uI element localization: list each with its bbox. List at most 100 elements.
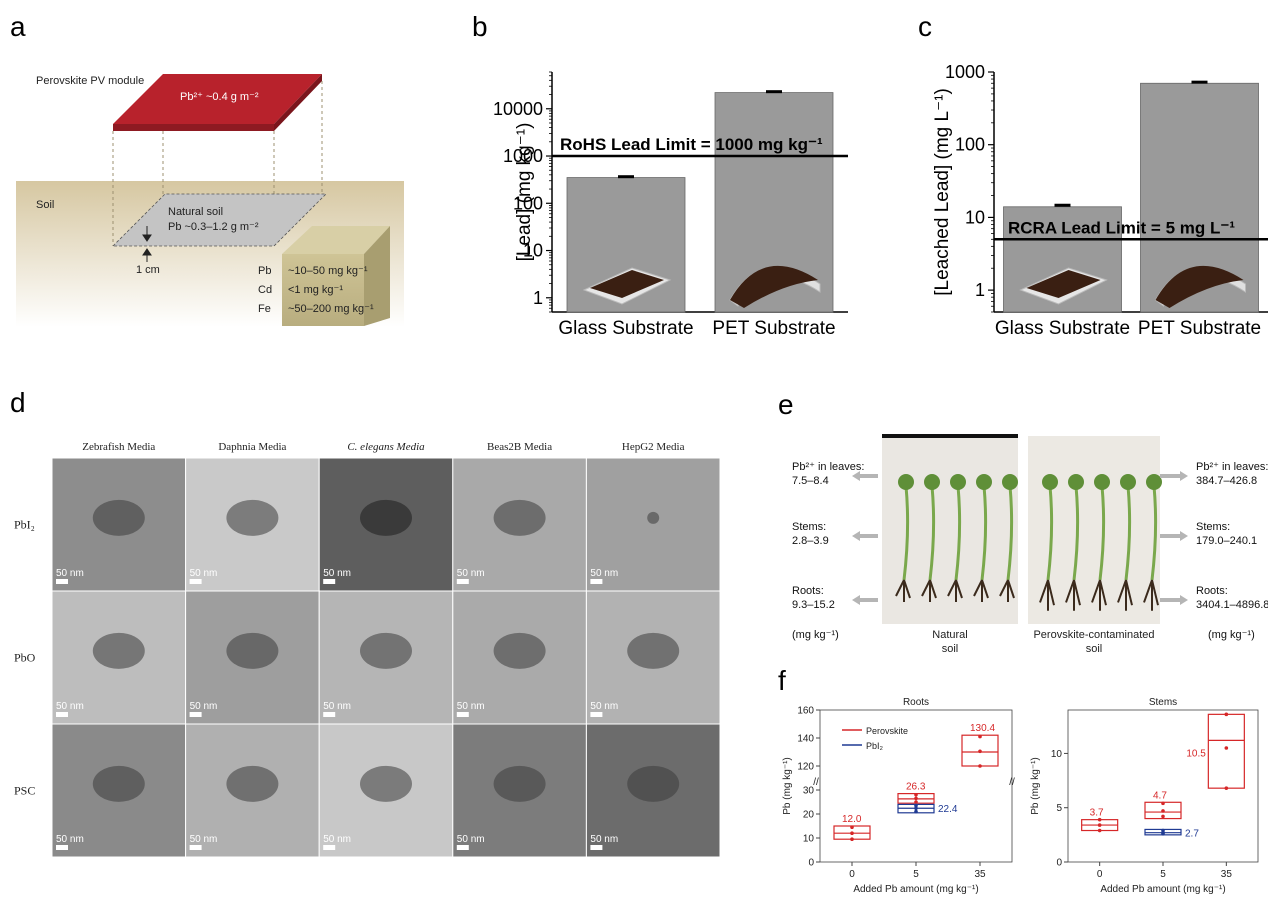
box-value-label: 26.3 bbox=[906, 782, 926, 793]
scale-bar-label: 50 nm bbox=[590, 568, 618, 579]
data-point bbox=[1097, 817, 1102, 822]
data-point bbox=[1161, 809, 1165, 813]
scale-bar bbox=[189, 845, 202, 850]
y-tick-label: 100 bbox=[513, 193, 543, 213]
tem-particle bbox=[92, 765, 145, 802]
box-value-label: 22.4 bbox=[938, 804, 958, 815]
x-tick-label: 5 bbox=[1160, 869, 1166, 880]
plant-roots bbox=[895, 579, 911, 602]
tem-particle bbox=[92, 632, 145, 669]
plant-leaf bbox=[976, 474, 992, 490]
box-value-label: 3.7 bbox=[1090, 808, 1104, 819]
panel-a-schematic: Perovskite PV module Pb²⁺ ~0.4 g m⁻² Soi… bbox=[16, 74, 404, 327]
data-point bbox=[1224, 712, 1229, 717]
photo-natural-top-bar bbox=[882, 434, 1018, 438]
plant-stem bbox=[1046, 485, 1054, 581]
photo-natural-soil bbox=[882, 436, 1018, 624]
scale-bar-label: 50 nm bbox=[590, 701, 618, 712]
chart-c-leached-lead: 1 10 100 1000 [Leached Lead] (mg L⁻¹) Glass S… bbox=[932, 62, 1268, 339]
box-value-label: 12.0 bbox=[842, 814, 862, 825]
y-tick-label: 10000 bbox=[493, 99, 543, 119]
soil-box-side bbox=[364, 226, 390, 326]
arrow-right-icon bbox=[1160, 595, 1188, 605]
y-tick-label: 160 bbox=[797, 706, 814, 717]
scale-bar-label: 50 nm bbox=[457, 701, 485, 712]
natural-soil-value: Pb ~0.3–1.2 g m⁻² bbox=[168, 221, 259, 233]
scale-bar bbox=[323, 579, 336, 584]
arrow-left-icon bbox=[852, 471, 878, 481]
scale-bar-label: 50 nm bbox=[323, 701, 351, 712]
right-concentration-value: 384.7–426.8 bbox=[1196, 475, 1257, 487]
chart-b-lead-content: 1 10 100 1000 10000 [Lead] (mg kg⁻¹) Glass Sub… bbox=[493, 71, 848, 339]
panel-d-tem-grid: Zebrafish Media Daphnia Media C. elegans M… bbox=[14, 441, 721, 858]
left-concentration-value: 7.5–8.4 bbox=[792, 475, 829, 487]
box-value-label: 4.7 bbox=[1153, 790, 1167, 801]
photo-caption: Natural bbox=[932, 629, 967, 641]
y-axis-label: Pb (mg kg⁻¹) bbox=[1030, 757, 1041, 815]
soil-box-front bbox=[282, 254, 364, 326]
data-point bbox=[850, 825, 854, 829]
tem-row-label: PbI₂ bbox=[14, 518, 35, 532]
right-concentration-label: Pb²⁺ in leaves: bbox=[1196, 461, 1268, 473]
y-tick-label: 1000 bbox=[503, 146, 543, 166]
soil-table-val-pb: ~10–50 mg kg⁻¹ bbox=[288, 265, 368, 277]
scale-bar bbox=[456, 579, 469, 584]
plant-roots bbox=[1091, 579, 1107, 611]
data-point bbox=[1161, 814, 1165, 819]
plant-roots bbox=[1143, 579, 1159, 611]
chart-f-roots: Roots Added Pb amount (mg kg⁻¹) Pb (mg kg⁻… bbox=[782, 697, 1015, 895]
axis-break-icon: // bbox=[1009, 777, 1015, 788]
plant-roots bbox=[947, 579, 963, 602]
y-tick-label: 0 bbox=[1056, 858, 1062, 869]
scale-bar bbox=[456, 845, 469, 850]
data-point bbox=[914, 803, 918, 808]
x-tick-label: 35 bbox=[1221, 869, 1233, 880]
tem-particle bbox=[360, 499, 412, 536]
axis-break-icon: // bbox=[813, 777, 819, 788]
plant-stem bbox=[1098, 485, 1106, 581]
panel-letter-d: d bbox=[10, 387, 26, 418]
tem-column-header: C. elegans Media bbox=[347, 441, 425, 453]
scale-bar-label: 50 nm bbox=[457, 834, 485, 845]
y-axis-label: Pb (mg kg⁻¹) bbox=[782, 757, 793, 815]
plant-roots bbox=[973, 579, 989, 602]
chart-title: Stems bbox=[1149, 697, 1177, 708]
data-point bbox=[978, 764, 982, 768]
plant-stem bbox=[928, 485, 936, 581]
photo-caption: Perovskite-contaminated bbox=[1033, 629, 1154, 641]
data-point bbox=[1161, 801, 1165, 806]
chart-title: Roots bbox=[903, 697, 929, 708]
plant-leaf bbox=[1146, 474, 1162, 490]
scale-bar-label: 50 nm bbox=[323, 568, 351, 579]
y-tick-label: 1 bbox=[533, 288, 543, 308]
data-point bbox=[1097, 823, 1102, 827]
scale-bar-label: 50 nm bbox=[56, 568, 84, 579]
box-value-label: 10.5 bbox=[1186, 748, 1206, 759]
data-point bbox=[850, 831, 854, 835]
natural-soil-slab bbox=[112, 193, 327, 247]
scale-bar bbox=[56, 712, 68, 717]
tem-particle bbox=[627, 765, 680, 802]
plant-leaf bbox=[1120, 474, 1136, 490]
plant-roots bbox=[1039, 579, 1055, 611]
scale-bar bbox=[56, 579, 68, 584]
right-concentration-value: 3404.1–4896.8 bbox=[1196, 599, 1268, 611]
plant-roots bbox=[999, 579, 1015, 602]
depth-label: 1 cm bbox=[136, 264, 160, 276]
plant-stem bbox=[1006, 485, 1014, 581]
scale-bar-label: 50 nm bbox=[590, 834, 618, 845]
y-tick-label: 30 bbox=[803, 786, 815, 797]
left-concentration-value: 9.3–15.2 bbox=[792, 599, 835, 611]
left-concentration-label: Pb²⁺ in leaves: bbox=[792, 461, 864, 473]
data-point bbox=[850, 837, 854, 841]
scale-bar-label: 50 nm bbox=[190, 568, 218, 579]
tem-column-header: Daphnia Media bbox=[218, 441, 286, 453]
y-tick-label: 140 bbox=[797, 734, 814, 745]
natural-soil-label: Natural soil bbox=[168, 206, 223, 218]
right-concentration-value: 179.0–240.1 bbox=[1196, 535, 1257, 547]
scale-bar-label: 50 nm bbox=[190, 834, 218, 845]
y-tick-label: 20 bbox=[803, 810, 815, 821]
tem-column-header: Zebrafish Media bbox=[82, 441, 155, 453]
data-point bbox=[978, 749, 982, 754]
